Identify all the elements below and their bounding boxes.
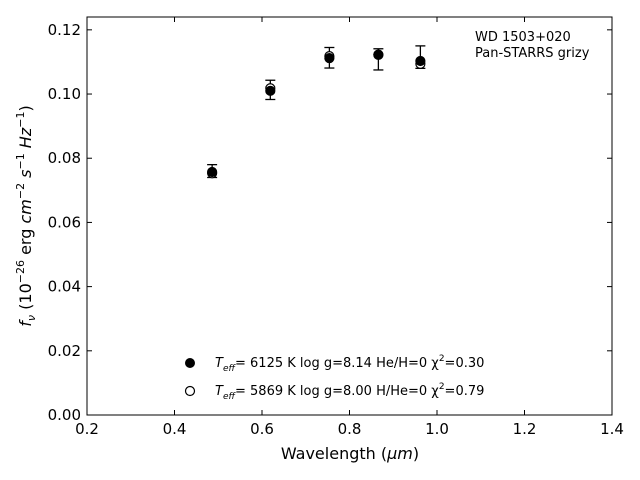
legend-marker-filled <box>185 358 195 368</box>
point-filled-model <box>373 49 384 60</box>
y-tick-label: 0.08 <box>48 149 81 167</box>
y-tick-label: 0.00 <box>48 406 81 424</box>
annotation-line-1: WD 1503+020 <box>475 30 571 45</box>
legend-marker-open <box>184 385 196 397</box>
legend-entry-2: Teff= 5869 K log g=8.00 H/He=0 χ2=0.79 <box>215 382 484 402</box>
y-tick-label: 0.04 <box>48 278 81 296</box>
point-filled-model <box>265 85 276 96</box>
x-tick-label: 0.8 <box>338 420 362 438</box>
y-axis-label: fν (10−26 erg cm−2 s−1 Hz−1) <box>14 105 38 326</box>
legend: Teff= 6125 K log g=8.14 He/H=0 χ2=0.30 T… <box>184 354 484 402</box>
y-tick-label: 0.12 <box>48 21 81 39</box>
x-tick-label: 0.6 <box>250 420 274 438</box>
x-tick-label: 0.4 <box>163 420 187 438</box>
legend-entry-1: Teff= 6125 K log g=8.14 He/H=0 χ2=0.30 <box>215 354 484 374</box>
x-axis-label: Wavelength (μm) <box>281 444 419 463</box>
x-tick-label: 1.0 <box>425 420 449 438</box>
y-tick-label: 0.02 <box>48 342 81 360</box>
y-tick-label: 0.06 <box>48 213 81 231</box>
annotation-line-2: Pan-STARRS grizy <box>475 46 590 61</box>
y-tick-label: 0.10 <box>48 85 81 103</box>
point-filled-model <box>324 52 335 64</box>
x-tick-label: 0.2 <box>75 420 99 438</box>
x-tick-label: 1.4 <box>600 420 624 438</box>
x-ticks: 0.2 0.4 0.6 0.8 1.0 1.2 1.4 <box>75 17 624 438</box>
data-markers <box>207 49 426 179</box>
point-filled-model <box>207 166 218 178</box>
y-ticks: 0.00 0.02 0.04 0.06 0.08 0.10 0.12 <box>48 21 612 424</box>
point-filled-model <box>415 55 426 67</box>
x-tick-label: 1.2 <box>513 420 537 438</box>
error-bars <box>207 45 426 179</box>
